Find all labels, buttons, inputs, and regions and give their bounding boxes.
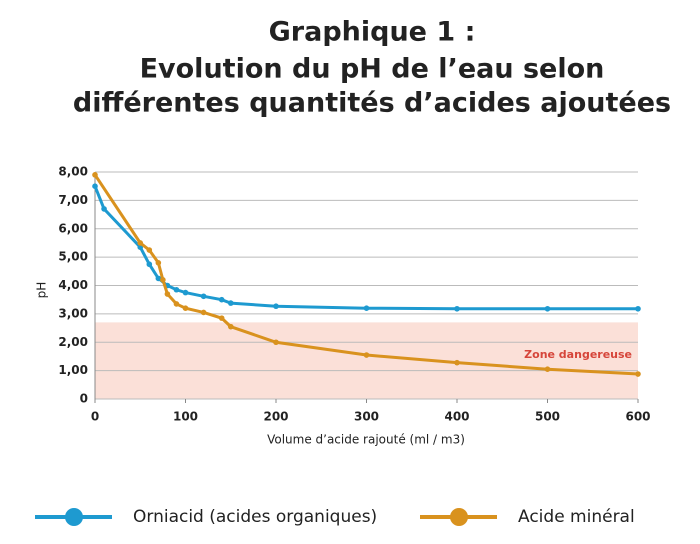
legend-label: Orniacid (acides organiques)	[133, 507, 377, 527]
x-tick-label: 100	[173, 410, 198, 424]
point	[454, 305, 460, 312]
y-tick-label: 0	[80, 392, 88, 406]
point	[137, 240, 144, 246]
point	[173, 286, 180, 293]
point	[155, 260, 162, 266]
point	[227, 323, 234, 330]
point	[182, 305, 189, 312]
chart-title: différentes quantités d’acides ajoutées	[73, 88, 671, 119]
point	[92, 172, 98, 178]
legend-marker	[450, 508, 468, 526]
y-tick-label: 6,00	[58, 221, 88, 235]
y-tick-label: 3,00	[58, 306, 88, 320]
series-line	[93, 185, 638, 311]
point	[101, 206, 107, 212]
point	[146, 261, 153, 268]
x-tick-label: 0	[91, 410, 99, 424]
point	[544, 366, 551, 373]
y-axis-label: pH	[35, 282, 49, 299]
legend-label: Acide minéral	[518, 507, 635, 527]
chart-title: Graphique 1 :	[269, 17, 476, 48]
x-tick-label: 400	[444, 410, 469, 424]
x-tick-label: 200	[263, 410, 288, 424]
point	[218, 296, 225, 303]
point	[160, 277, 166, 283]
y-tick-label: 5,00	[58, 250, 88, 264]
y-tick-label: 2,00	[58, 335, 88, 349]
point	[454, 359, 460, 366]
point	[200, 309, 207, 316]
series-line	[93, 174, 639, 376]
point	[146, 247, 153, 253]
point	[218, 315, 225, 321]
y-tick-label: 8,00	[58, 165, 88, 179]
point	[155, 275, 162, 282]
legend-marker	[65, 508, 83, 526]
point	[173, 301, 180, 307]
x-tick-label: 300	[354, 410, 379, 424]
point	[164, 291, 171, 297]
y-tick-label: 4,00	[58, 278, 88, 292]
x-tick-label: 600	[625, 410, 650, 424]
chart-title: Evolution du pH de l’eau selon	[140, 54, 605, 85]
y-tick-label: 7,00	[58, 193, 88, 207]
point	[635, 371, 641, 377]
x-axis-label: Volume d’acide rajouté (ml / m3)	[267, 433, 465, 447]
danger-zone-label: Zone dangereuse	[524, 348, 632, 361]
danger-zone	[95, 322, 638, 399]
point	[227, 300, 234, 306]
point	[273, 339, 279, 346]
y-tick-label: 1,00	[58, 363, 88, 377]
x-tick-label: 500	[535, 410, 560, 424]
point	[635, 305, 641, 312]
point	[363, 305, 370, 312]
point	[544, 305, 551, 312]
point	[200, 293, 207, 300]
point	[363, 352, 370, 358]
point	[273, 303, 279, 310]
point	[182, 289, 189, 296]
point	[92, 183, 98, 189]
